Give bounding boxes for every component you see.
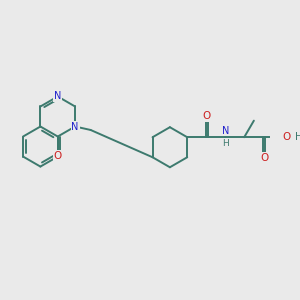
- Text: O: O: [260, 153, 269, 163]
- Text: O: O: [54, 151, 62, 160]
- Text: O: O: [282, 132, 290, 142]
- Text: O: O: [202, 111, 210, 121]
- Text: N: N: [71, 122, 79, 131]
- Text: N: N: [221, 126, 229, 136]
- Text: H: H: [222, 139, 229, 148]
- Text: H: H: [295, 132, 300, 142]
- Text: N: N: [54, 92, 62, 101]
